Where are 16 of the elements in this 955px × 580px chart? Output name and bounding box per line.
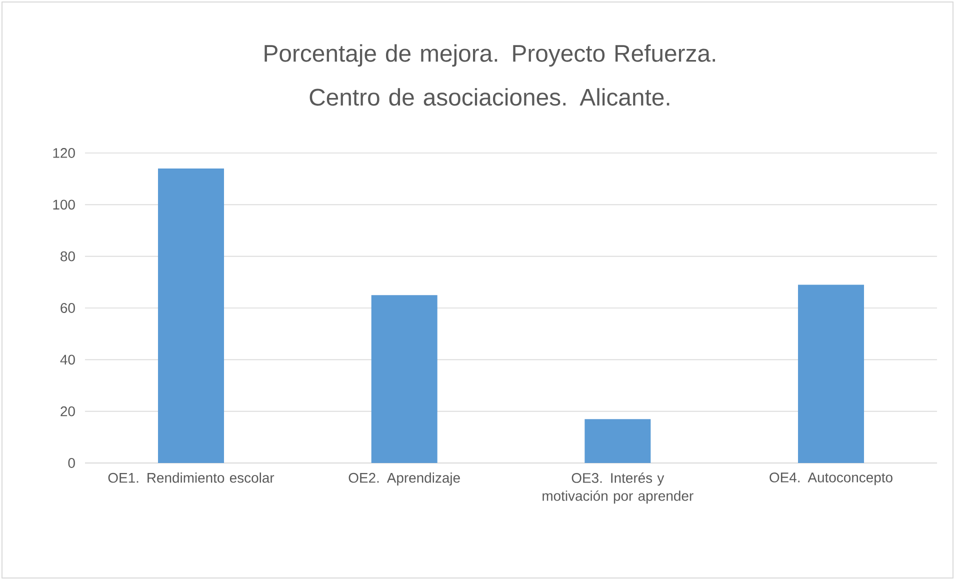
chart-title: Porcentaje de mejora. Proyecto Refuerza. Centro de asociaciones. Alicante. [264, 44, 715, 106]
y-tick-label: 80 [60, 251, 75, 262]
y-tick-label: 60 [60, 303, 75, 313]
x-tick-label: OE2. Aprendizaje [348, 472, 460, 486]
x-tick-label: OE3. Interés y motivación por aprender [542, 472, 694, 504]
y-tick-label: 120 [53, 148, 75, 158]
y-tick-label: 20 [60, 406, 75, 416]
y-tick-label: 40 [60, 354, 75, 365]
y-tick-label: 100 [53, 200, 75, 210]
bar [158, 168, 224, 463]
bar [584, 419, 651, 463]
bar [798, 284, 864, 463]
y-tick-label: 0 [68, 458, 75, 468]
x-tick-label: OE4. Autoconcepto [770, 472, 892, 486]
x-tick-label: OE1. Rendimiento escolar [108, 472, 274, 483]
bar [371, 295, 438, 463]
